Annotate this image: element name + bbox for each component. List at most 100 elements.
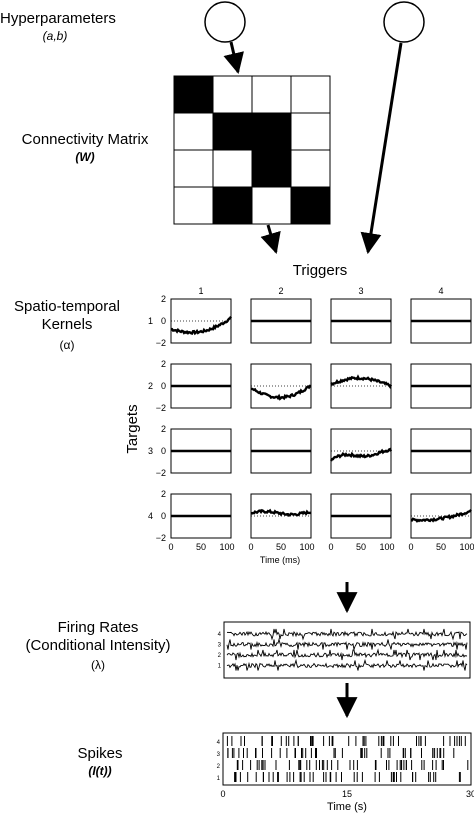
kernel-panel-1-1 (170, 298, 232, 344)
kernel-curve (250, 384, 312, 401)
spikes-row-label-2: 2 (217, 764, 221, 770)
spikes-xtick-0: 0 (220, 789, 225, 799)
triggers-label: Triggers (292, 262, 348, 279)
rates-row-label-4: 4 (218, 632, 222, 638)
kernels-symbol: (α) (59, 338, 75, 352)
kernel-panel-3-1 (170, 428, 232, 474)
rates-row-label-2: 2 (218, 653, 222, 659)
spikes-frame (222, 732, 472, 786)
spikes-label: Spikes (I(t)) (60, 745, 140, 779)
kernel-xtick-4-0: 0 (408, 542, 413, 552)
kernel-panel-2-2 (250, 363, 312, 409)
kernel-panel-4-3 (330, 493, 392, 539)
kernel-xtick-1-2: 100 (219, 542, 234, 552)
kernels-title-line1: Spatio-temporal (14, 298, 120, 315)
connectivity-symbol: (W) (75, 150, 95, 164)
kernel-panel-1-2 (250, 298, 312, 344)
kernel-ytick-4-2: −2 (156, 533, 166, 543)
kernels-title-line2: Kernels (41, 316, 93, 333)
target-label-1: 1 (148, 316, 153, 326)
kernel-ytick-3-2: −2 (156, 468, 166, 478)
trigger-label-3: 3 (358, 286, 363, 296)
matrix-cell-2-4 (290, 112, 331, 151)
kernel-ytick-4-0: 2 (161, 489, 166, 499)
kernel-curve (330, 374, 393, 389)
kernel-panel-4-4 (410, 493, 472, 539)
matrix-cell-2-1 (173, 112, 214, 151)
kernel-panel-4-2 (250, 493, 312, 539)
matrix-cell-3-1 (173, 149, 214, 188)
hyperparameters-symbol: (a,b) (42, 29, 68, 43)
spikes-symbol: (I(t)) (88, 764, 112, 778)
matrix-cell-4-4 (290, 186, 331, 225)
trigger-label-1: 1 (198, 286, 203, 296)
kernel-xtick-2-1: 50 (276, 542, 286, 552)
connectivity-title: Connectivity Matrix (21, 131, 149, 148)
kernel-xtick-4-1: 50 (436, 542, 446, 552)
hyperparameters-title: Hyperparameters (0, 10, 116, 27)
hyperparameter-node-ab (204, 1, 246, 43)
matrix-cell-1-3 (251, 75, 292, 114)
kernel-panel-3-2 (250, 428, 312, 474)
matrix-cell-2-3 (251, 112, 292, 151)
target-label-2: 2 (148, 381, 153, 391)
kernel-curve (410, 509, 472, 523)
arrow-hyper-to-kernels (360, 42, 403, 255)
arrow-hyper-to-matrix (223, 41, 244, 75)
kernel-ytick-2-0: 2 (161, 359, 166, 369)
kernel-ytick-3-0: 2 (161, 424, 166, 434)
rates-row-label-1: 1 (218, 664, 222, 670)
kernel-xtick-3-2: 100 (379, 542, 394, 552)
kernel-panel-2-1 (170, 363, 232, 409)
arrow-matrix-to-kernels (260, 224, 281, 255)
matrix-cell-3-2 (212, 149, 253, 188)
kernel-ytick-4-1: 0 (161, 511, 166, 521)
kernel-ytick-3-1: 0 (161, 446, 166, 456)
target-label-3: 3 (148, 446, 153, 456)
kernel-ytick-1-0: 2 (161, 294, 166, 304)
kernel-curve (170, 316, 232, 336)
kernel-ytick-1-2: −2 (156, 338, 166, 348)
spikes-row-label-4: 4 (217, 740, 221, 746)
target-label-4: 4 (148, 511, 153, 521)
matrix-cell-1-4 (290, 75, 331, 114)
kernel-ytick-2-2: −2 (156, 403, 166, 413)
kernel-panel-2-4 (410, 363, 472, 409)
rates-symbol: (λ) (91, 658, 105, 672)
firing-rates-plot: 4 3 2 1 (218, 621, 471, 679)
spikes-row-label-3: 3 (217, 752, 221, 758)
kernel-xtick-4-2: 100 (459, 542, 474, 552)
kernel-panel-4-1 (170, 493, 232, 539)
trigger-label-2: 2 (278, 286, 283, 296)
kernel-ytick-2-1: 0 (161, 381, 166, 391)
rates-trace-3 (226, 637, 468, 650)
spikes-raster-plot: 4 3 2 1 0 15 30 Time (s) (217, 732, 474, 813)
kernel-xlabel: Time (ms) (260, 555, 300, 565)
kernel-panel-2-3 (330, 363, 393, 409)
connectivity-matrix (173, 75, 331, 225)
kernel-ytick-1-1: 0 (161, 316, 166, 326)
kernel-panel-1-4 (410, 298, 472, 344)
trigger-label-4: 4 (438, 286, 443, 296)
rates-trace-4 (226, 628, 468, 641)
kernel-panel-1-3 (330, 298, 392, 344)
matrix-cell-3-3 (251, 149, 292, 188)
kernel-xtick-2-0: 0 (248, 542, 253, 552)
kernel-xtick-2-2: 100 (299, 542, 314, 552)
rates-title-line1: Firing Rates (57, 619, 139, 636)
matrix-cell-1-1 (173, 75, 214, 114)
kernel-xtick-1-1: 50 (196, 542, 206, 552)
matrix-cell-4-1 (173, 186, 214, 225)
matrix-cell-4-3 (251, 186, 292, 225)
spikes-row-label-1: 1 (217, 776, 221, 782)
matrix-cell-3-4 (290, 149, 331, 188)
spikes-xtick-2: 30 (466, 789, 474, 799)
kernel-curve (329, 447, 393, 462)
spikes-xlabel: Time (s) (327, 801, 367, 813)
matrix-cell-2-2 (212, 112, 253, 151)
kernel-xtick-1-0: 0 (168, 542, 173, 552)
rates-trace-1 (226, 658, 468, 671)
kernel-xtick-3-1: 50 (356, 542, 366, 552)
